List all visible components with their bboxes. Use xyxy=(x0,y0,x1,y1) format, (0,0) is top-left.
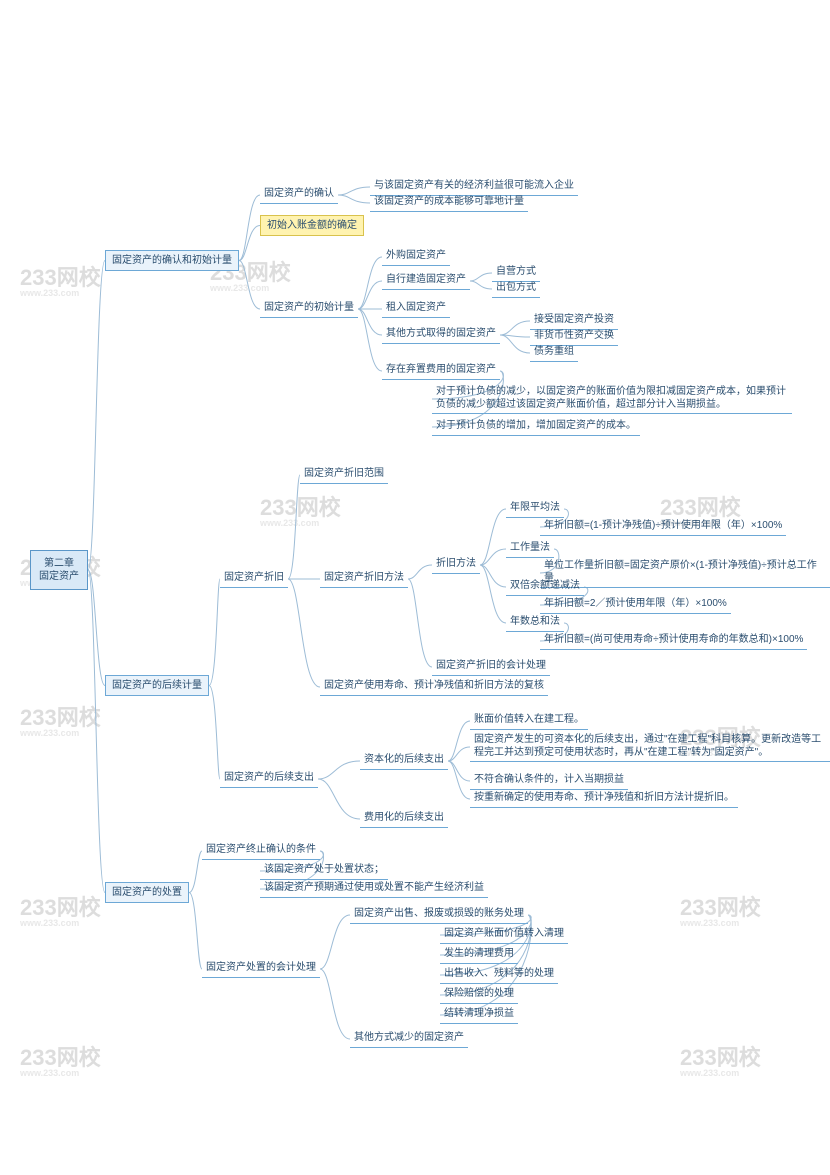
mindmap-leaf: 存在弃置费用的固定资产 xyxy=(382,362,500,380)
mindmap-leaf: 外购固定资产 xyxy=(382,248,450,266)
mindmap-leaf: 年折旧额=2／预计使用年限（年）×100% xyxy=(540,596,731,614)
watermark: 233网校www.233.com xyxy=(680,890,761,928)
mindmap-node: 固定资产的处置 xyxy=(105,882,189,903)
mindmap-leaf: 自营方式 xyxy=(492,264,540,282)
mindmap-leaf: 资本化的后续支出 xyxy=(360,752,448,770)
mindmap-leaf: 固定资产发生的可资本化的后续支出，通过"在建工程"科目核算。更新改造等工程完工并… xyxy=(470,732,830,762)
mindmap-leaf: 固定资产折旧方法 xyxy=(320,570,408,588)
mindmap-leaf: 固定资产出售、报废或损毁的账务处理 xyxy=(350,906,528,924)
watermark: 233网校www.233.com xyxy=(680,1040,761,1078)
mindmap-leaf: 对于预计负债的减少，以固定资产的账面价值为限扣减固定资产成本，如果预计负债的减少… xyxy=(432,384,792,414)
mindmap-node: 初始入账金额的确定 xyxy=(260,215,364,236)
mindmap-node: 第二章 固定资产 xyxy=(30,550,88,590)
mindmap-leaf: 固定资产的后续支出 xyxy=(220,770,318,788)
mindmap-leaf: 其他方式取得的固定资产 xyxy=(382,326,500,344)
mindmap-canvas: 233网校www.233.com 233网校www.233.com 233网校www… xyxy=(0,0,830,1175)
mindmap-leaf: 双倍余额递减法 xyxy=(506,578,584,596)
mindmap-leaf: 接受固定资产投资 xyxy=(530,312,618,330)
mindmap-leaf: 不符合确认条件的，计入当期损益 xyxy=(470,772,628,790)
mindmap-leaf: 出售收入、残料等的处理 xyxy=(440,966,558,984)
mindmap-leaf: 固定资产折旧的会计处理 xyxy=(432,658,550,676)
mindmap-leaf: 租入固定资产 xyxy=(382,300,450,318)
mindmap-leaf: 固定资产终止确认的条件 xyxy=(202,842,320,860)
mindmap-leaf: 年数总和法 xyxy=(506,614,564,632)
mindmap-leaf: 非货币性资产交换 xyxy=(530,328,618,346)
watermark: 233网校www.233.com xyxy=(20,260,101,298)
mindmap-leaf: 出包方式 xyxy=(492,280,540,298)
mindmap-leaf: 固定资产处置的会计处理 xyxy=(202,960,320,978)
mindmap-leaf: 工作量法 xyxy=(506,540,554,558)
mindmap-leaf: 年折旧额=(1-预计净残值)÷预计使用年限（年）×100% xyxy=(540,518,786,536)
mindmap-leaf: 该固定资产预期通过使用或处置不能产生经济利益 xyxy=(260,880,488,898)
mindmap-leaf: 费用化的后续支出 xyxy=(360,810,448,828)
mindmap-leaf: 保险赔偿的处理 xyxy=(440,986,518,1004)
mindmap-leaf: 其他方式减少的固定资产 xyxy=(350,1030,468,1048)
mindmap-leaf: 与该固定资产有关的经济利益很可能流入企业 xyxy=(370,178,578,196)
mindmap-leaf: 固定资产折旧范围 xyxy=(300,466,388,484)
mindmap-leaf: 发生的清理费用 xyxy=(440,946,518,964)
mindmap-node: 固定资产的确认和初始计量 xyxy=(105,250,239,271)
mindmap-node: 固定资产的后续计量 xyxy=(105,675,209,696)
mindmap-leaf: 固定资产使用寿命、预计净残值和折旧方法的复核 xyxy=(320,678,548,696)
mindmap-leaf: 该固定资产处于处置状态； xyxy=(260,862,388,880)
mindmap-leaf: 固定资产账面价值转入清理 xyxy=(440,926,568,944)
watermark: 233网校www.233.com xyxy=(20,1040,101,1078)
mindmap-leaf: 年限平均法 xyxy=(506,500,564,518)
mindmap-leaf: 自行建造固定资产 xyxy=(382,272,470,290)
watermark: 233网校www.233.com xyxy=(20,700,101,738)
mindmap-leaf: 固定资产的确认 xyxy=(260,186,338,204)
watermark: 233网校www.233.com xyxy=(260,490,341,528)
mindmap-leaf: 账面价值转入在建工程。 xyxy=(470,712,588,730)
mindmap-leaf: 年折旧额=(尚可使用寿命÷预计使用寿命的年数总和)×100% xyxy=(540,632,807,650)
watermark: 233网校www.233.com xyxy=(20,890,101,928)
mindmap-leaf: 结转清理净损益 xyxy=(440,1006,518,1024)
mindmap-leaf: 固定资产的初始计量 xyxy=(260,300,358,318)
mindmap-leaf: 该固定资产的成本能够可靠地计量 xyxy=(370,194,528,212)
mindmap-leaf: 债务重组 xyxy=(530,344,578,362)
mindmap-leaf: 按重新确定的使用寿命、预计净残值和折旧方法计提折旧。 xyxy=(470,790,738,808)
mindmap-leaf: 固定资产折旧 xyxy=(220,570,288,588)
mindmap-leaf: 对于预计负债的增加，增加固定资产的成本。 xyxy=(432,418,640,436)
mindmap-leaf: 折旧方法 xyxy=(432,556,480,574)
